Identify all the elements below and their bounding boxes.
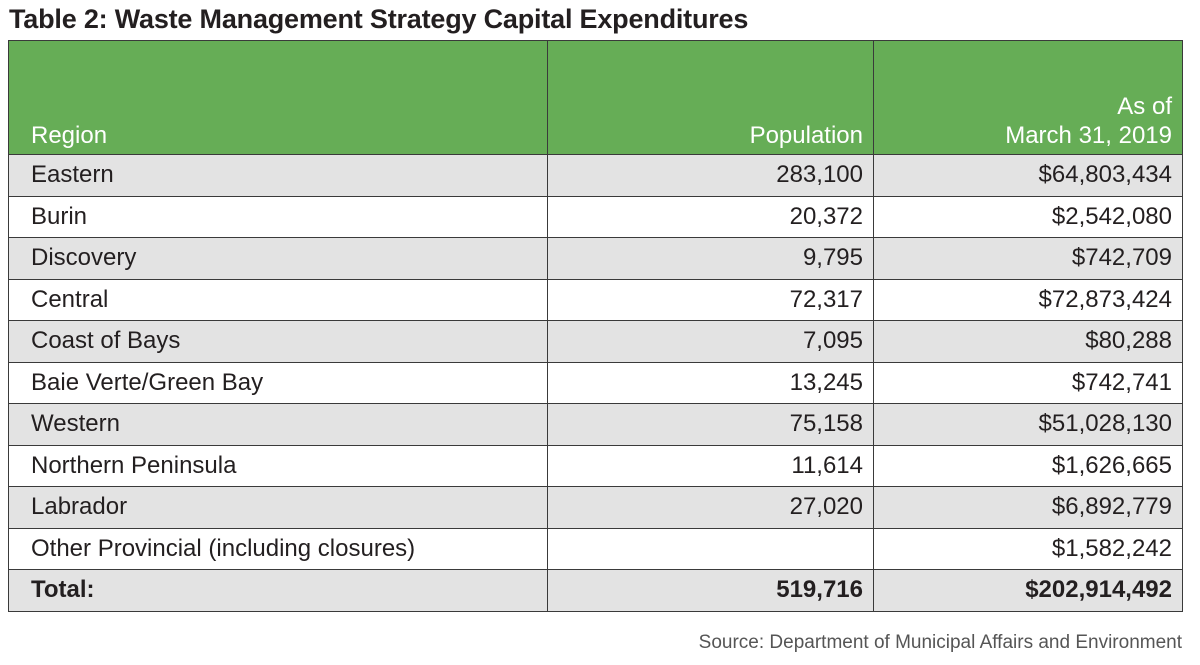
cell-population: 11,614: [547, 444, 874, 487]
cell-region: Central: [8, 278, 548, 321]
cell-population: 20,372: [547, 195, 874, 238]
cell-population: [547, 527, 874, 570]
table-row: Discovery 9,795 $742,709: [8, 237, 1183, 280]
cell-region: Western: [8, 403, 548, 446]
cell-amount: $1,626,665: [873, 444, 1183, 487]
table-row: Other Provincial (including closures) $1…: [8, 527, 1183, 570]
cell-amount: $72,873,424: [873, 278, 1183, 321]
table-title: Table 2: Waste Management Strategy Capit…: [9, 4, 749, 34]
cell-region: Baie Verte/Green Bay: [8, 361, 548, 404]
total-population: 519,716: [547, 569, 874, 612]
cell-population: 9,795: [547, 237, 874, 280]
table-row: Baie Verte/Green Bay 13,245 $742,741: [8, 361, 1183, 404]
table-row: Western 75,158 $51,028,130: [8, 403, 1183, 446]
cell-amount: $51,028,130: [873, 403, 1183, 446]
cell-amount: $742,709: [873, 237, 1183, 280]
cell-amount: $742,741: [873, 361, 1183, 404]
table-row: Eastern 283,100 $64,803,434: [8, 154, 1183, 197]
cell-region: Discovery: [8, 237, 548, 280]
header-population: Population: [547, 40, 874, 155]
cell-region: Northern Peninsula: [8, 444, 548, 487]
cell-region: Burin: [8, 195, 548, 238]
total-row: Total: 519,716 $202,914,492: [8, 569, 1183, 612]
cell-region: Labrador: [8, 486, 548, 529]
header-amount-line2: March 31, 2019: [1005, 122, 1172, 149]
table-row: Labrador 27,020 $6,892,779: [8, 486, 1183, 529]
table-row: Coast of Bays 7,095 $80,288: [8, 320, 1183, 363]
cell-region: Other Provincial (including closures): [8, 527, 548, 570]
total-label: Total:: [8, 569, 548, 612]
table-row: Central 72,317 $72,873,424: [8, 278, 1183, 321]
table-row: Burin 20,372 $2,542,080: [8, 195, 1183, 238]
header-row: Region Population As of March 31, 2019: [8, 40, 1183, 155]
total-amount: $202,914,492: [873, 569, 1183, 612]
header-amount-line1: As of: [1117, 93, 1172, 120]
expenditures-table: Region Population As of March 31, 2019 Ea…: [8, 40, 1183, 612]
cell-population: 75,158: [547, 403, 874, 446]
table-row: Northern Peninsula 11,614 $1,626,665: [8, 444, 1183, 487]
cell-amount: $80,288: [873, 320, 1183, 363]
cell-amount: $1,582,242: [873, 527, 1183, 570]
cell-population: 7,095: [547, 320, 874, 363]
cell-region: Coast of Bays: [8, 320, 548, 363]
cell-population: 72,317: [547, 278, 874, 321]
cell-amount: $6,892,779: [873, 486, 1183, 529]
header-amount: As of March 31, 2019: [873, 40, 1183, 155]
source-note: Source: Department of Municipal Affairs …: [698, 632, 1182, 653]
header-region: Region: [8, 40, 548, 155]
cell-amount: $64,803,434: [873, 154, 1183, 197]
cell-region: Eastern: [8, 154, 548, 197]
cell-population: 283,100: [547, 154, 874, 197]
cell-population: 13,245: [547, 361, 874, 404]
cell-amount: $2,542,080: [873, 195, 1183, 238]
cell-population: 27,020: [547, 486, 874, 529]
